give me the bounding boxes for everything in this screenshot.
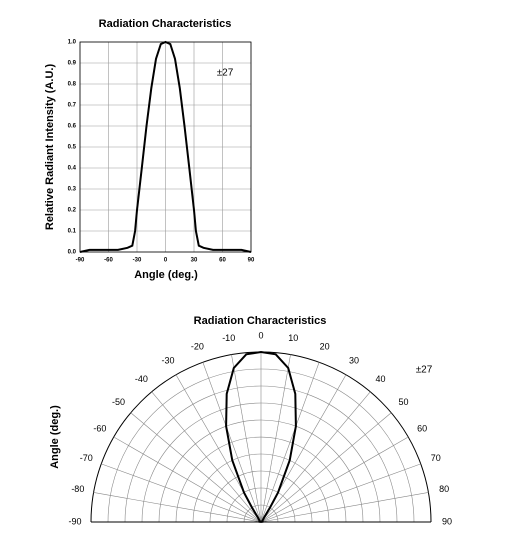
y-axis-label: Angle (deg.) xyxy=(49,405,61,469)
grid-line xyxy=(260,391,371,523)
grid-line xyxy=(151,391,262,523)
angle-tick-label: 90 xyxy=(442,516,452,526)
grid-line xyxy=(113,436,262,523)
angle-tick-label: -70 xyxy=(80,453,93,463)
annotation: ±27 xyxy=(217,68,234,79)
y-tick-label: 0.4 xyxy=(68,166,77,172)
x-tick-label: 30 xyxy=(191,258,198,264)
x-tick-label: -90 xyxy=(76,258,85,264)
grid-line xyxy=(260,492,429,523)
angle-tick-label: -50 xyxy=(112,397,125,407)
grid-line xyxy=(93,492,262,523)
angle-tick-label: -20 xyxy=(191,342,204,352)
angle-tick-label: 70 xyxy=(431,453,441,463)
grid-line xyxy=(260,463,421,523)
chart-title: Radiation Characteristics xyxy=(194,315,327,327)
polar-series xyxy=(225,350,297,523)
angle-tick-label: -10 xyxy=(222,333,235,343)
y-tick-label: 0.5 xyxy=(68,145,77,151)
grid-line xyxy=(260,436,409,523)
angle-tick-label: 40 xyxy=(376,374,386,384)
angle-tick-label: 30 xyxy=(349,355,359,365)
x-tick-label: 90 xyxy=(248,258,255,264)
grid-line xyxy=(231,354,262,523)
y-tick-label: 1.0 xyxy=(68,40,77,46)
grid-line xyxy=(202,362,262,523)
grid-line xyxy=(101,463,262,523)
y-tick-label: 0.9 xyxy=(68,61,77,67)
x-axis-label: Angle (deg.) xyxy=(134,269,198,281)
angle-tick-label: 20 xyxy=(320,342,330,352)
angle-tick-label: -40 xyxy=(135,374,148,384)
y-axis-label: Relative Radiant Intensity (A.U.) xyxy=(44,64,56,231)
angle-tick-label: 50 xyxy=(398,397,408,407)
x-tick-label: 60 xyxy=(219,258,226,264)
grid-line xyxy=(260,412,392,523)
y-tick-label: 0.3 xyxy=(68,187,77,193)
annotation: ±27 xyxy=(416,365,433,376)
grid-line xyxy=(260,354,291,523)
angle-tick-label: 60 xyxy=(417,423,427,433)
y-tick-label: 0.8 xyxy=(68,82,77,88)
angle-tick-label: -80 xyxy=(71,484,84,494)
y-tick-label: 0.1 xyxy=(68,229,77,235)
y-tick-label: 0.2 xyxy=(68,208,77,214)
x-tick-label: -30 xyxy=(133,258,142,264)
y-tick-label: 0.0 xyxy=(68,250,77,256)
angle-tick-label: 80 xyxy=(439,484,449,494)
angle-tick-label: -60 xyxy=(93,423,106,433)
angle-tick-label: -90 xyxy=(68,516,81,526)
chart-title: Radiation Characteristics xyxy=(99,18,232,30)
grid-line xyxy=(260,362,320,523)
line-series xyxy=(79,40,252,253)
angle-tick-label: 0 xyxy=(258,330,263,340)
y-tick-label: 0.6 xyxy=(68,124,77,130)
angle-tick-label: 10 xyxy=(288,333,298,343)
grid-line xyxy=(130,412,262,523)
angle-tick-label: -30 xyxy=(161,355,174,365)
x-tick-label: -60 xyxy=(104,258,113,264)
y-tick-label: 0.7 xyxy=(68,103,77,109)
x-tick-label: 0 xyxy=(164,258,168,264)
